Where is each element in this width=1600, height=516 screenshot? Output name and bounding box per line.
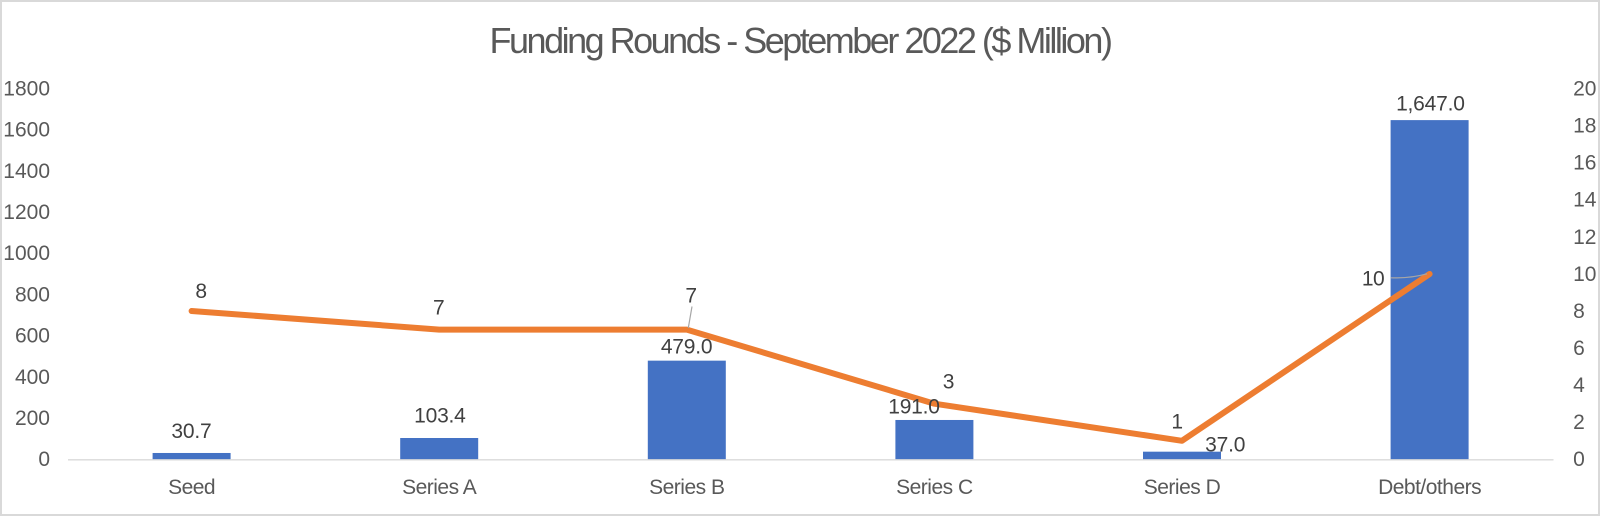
svg-text:37.0: 37.0 (1205, 434, 1245, 457)
svg-text:191.0: 191.0 (888, 395, 940, 418)
svg-text:200: 200 (15, 407, 50, 430)
svg-text:7: 7 (685, 285, 696, 308)
svg-text:20: 20 (1573, 78, 1596, 101)
svg-text:7: 7 (433, 297, 444, 320)
svg-text:800: 800 (15, 283, 50, 306)
svg-text:1600: 1600 (3, 119, 50, 142)
svg-text:14: 14 (1573, 189, 1597, 212)
svg-text:4: 4 (1573, 374, 1585, 397)
svg-text:Series C: Series C (896, 476, 973, 499)
svg-text:10: 10 (1362, 268, 1384, 291)
svg-text:18: 18 (1573, 115, 1596, 138)
svg-text:0: 0 (1573, 448, 1585, 471)
svg-text:Funding Rounds - September 202: Funding Rounds - September 2022 ($ Milli… (490, 20, 1111, 61)
svg-text:1400: 1400 (3, 160, 50, 183)
svg-text:12: 12 (1573, 226, 1596, 249)
svg-text:Series B: Series B (649, 476, 724, 499)
svg-text:1000: 1000 (3, 242, 50, 265)
svg-text:3: 3 (943, 371, 954, 394)
svg-text:1200: 1200 (3, 201, 50, 224)
svg-text:Series D: Series D (1144, 476, 1221, 499)
svg-text:400: 400 (15, 366, 50, 389)
svg-text:8: 8 (1573, 300, 1585, 323)
svg-text:1800: 1800 (3, 78, 50, 101)
svg-text:103.4: 103.4 (414, 405, 466, 428)
svg-text:Series A: Series A (402, 476, 477, 499)
svg-text:479.0: 479.0 (661, 336, 713, 359)
svg-text:2: 2 (1573, 411, 1585, 434)
svg-text:6: 6 (1573, 337, 1585, 360)
svg-text:1,647.0: 1,647.0 (1396, 93, 1465, 116)
svg-text:1: 1 (1171, 410, 1182, 433)
svg-text:16: 16 (1573, 152, 1596, 175)
svg-text:Debt/others: Debt/others (1378, 476, 1481, 499)
svg-text:30.7: 30.7 (171, 420, 211, 443)
svg-text:Seed: Seed (168, 476, 215, 499)
svg-text:600: 600 (15, 325, 50, 348)
svg-text:0: 0 (38, 448, 50, 471)
svg-text:8: 8 (195, 280, 206, 303)
svg-text:10: 10 (1573, 263, 1596, 286)
